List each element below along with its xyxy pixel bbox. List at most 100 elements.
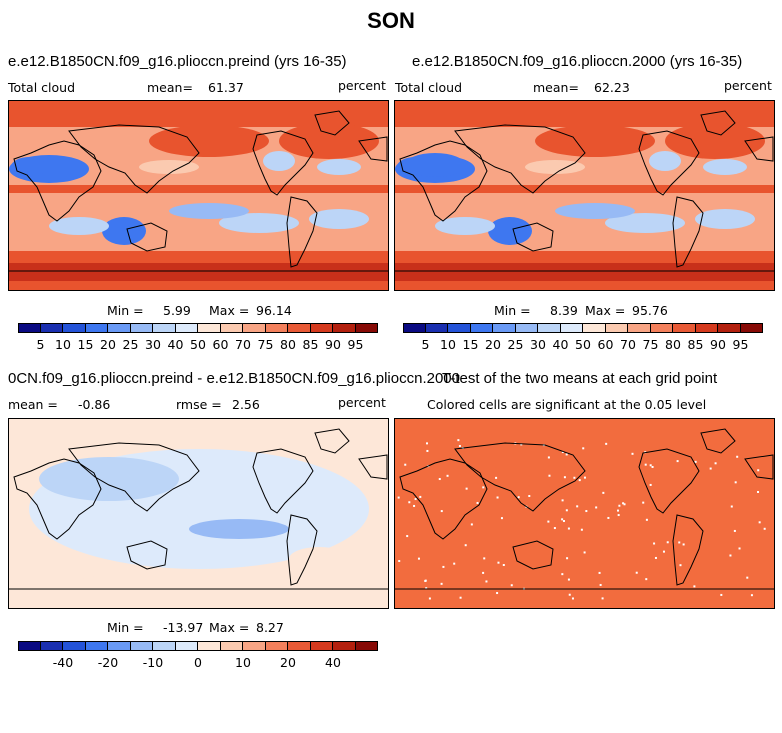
field-west-pacific bbox=[139, 160, 199, 174]
panel2-map bbox=[394, 100, 775, 291]
colorbar-swatch bbox=[583, 323, 606, 333]
panel3-title: 0CN.f09_g16.plioccn.preind - e.e12.B1850… bbox=[8, 370, 460, 387]
colorbar-tick-label: 40 bbox=[325, 655, 341, 670]
coastline bbox=[700, 110, 736, 136]
non-significant-cell bbox=[424, 579, 427, 582]
colorbar-swatch bbox=[130, 641, 153, 651]
non-significant-cell bbox=[694, 460, 697, 463]
non-significant-cell bbox=[662, 550, 665, 553]
colorbar-tick-label: 80 bbox=[280, 337, 296, 352]
coastline bbox=[126, 540, 168, 570]
field-australia bbox=[488, 217, 532, 245]
panel4-title: T-test of the two means at each grid poi… bbox=[442, 370, 718, 387]
non-significant-cell bbox=[562, 520, 565, 523]
non-significant-cell bbox=[438, 478, 441, 481]
colorbar-swatch bbox=[63, 323, 86, 333]
coastline bbox=[358, 454, 388, 480]
colorbar-tick-label: 70 bbox=[620, 337, 636, 352]
coastline bbox=[454, 124, 586, 194]
non-significant-cell bbox=[567, 527, 570, 530]
non-significant-cell bbox=[617, 509, 620, 512]
non-significant-cell bbox=[714, 462, 717, 465]
field-north-atlantic bbox=[279, 123, 379, 159]
colorbar-swatch bbox=[175, 641, 198, 651]
colorbar-tick-label: 10 bbox=[55, 337, 71, 352]
non-significant-cell bbox=[465, 487, 468, 490]
coastline bbox=[399, 140, 488, 222]
colorbar-swatch bbox=[108, 641, 131, 651]
non-significant-cell bbox=[565, 453, 568, 456]
coastline bbox=[126, 222, 168, 252]
non-significant-cell bbox=[654, 556, 657, 559]
panel1-min-value: 5.99 bbox=[163, 303, 191, 318]
panel3-max-label: Max = bbox=[209, 620, 250, 635]
panel3-mean-value: -0.86 bbox=[78, 397, 111, 412]
non-significant-cell bbox=[585, 510, 588, 513]
field-atlantic-dry bbox=[703, 159, 747, 175]
diff-positive-patch bbox=[289, 547, 349, 571]
non-significant-cell bbox=[502, 564, 505, 567]
panel3-min-value: -13.97 bbox=[163, 620, 204, 635]
colorbar-tick-label: 5 bbox=[36, 337, 45, 352]
non-significant-cell bbox=[510, 584, 513, 587]
panel2-max-value: 95.76 bbox=[632, 303, 668, 318]
panel1-title: e.e12.B1850CN.f09_g16.plioccn.preind (yr… bbox=[8, 53, 347, 70]
non-significant-cell bbox=[458, 444, 461, 447]
non-significant-cell bbox=[548, 474, 551, 477]
non-significant-cell bbox=[413, 504, 416, 507]
non-significant-cell bbox=[631, 452, 634, 455]
non-significant-cell bbox=[496, 496, 499, 499]
diff-negative-pacific bbox=[189, 519, 289, 539]
colorbar-tick-label: 85 bbox=[302, 337, 319, 352]
non-significant-cell bbox=[457, 439, 460, 442]
coastline bbox=[286, 196, 318, 268]
non-significant-cell bbox=[757, 490, 760, 493]
coastline bbox=[13, 458, 102, 540]
non-significant-cell bbox=[414, 498, 417, 501]
coastline bbox=[314, 110, 350, 136]
non-significant-cell bbox=[485, 580, 488, 583]
colorbar-tick-label: 85 bbox=[687, 337, 704, 352]
non-significant-cell bbox=[618, 504, 621, 507]
non-significant-cell bbox=[553, 527, 556, 530]
colorbar-tick-label: 15 bbox=[462, 337, 479, 352]
colorbar-tick-label: 40 bbox=[167, 337, 184, 352]
colorbar-tick-label: 25 bbox=[507, 337, 524, 352]
colorbar-tick-label: 60 bbox=[212, 337, 229, 352]
colorbar-tick-label: 75 bbox=[642, 337, 659, 352]
non-significant-cell bbox=[547, 520, 550, 523]
colorbar-swatch bbox=[85, 323, 108, 333]
colorbar-tick-label: 20 bbox=[280, 655, 296, 670]
panel2-min-label: Min = bbox=[494, 303, 531, 318]
panel1-min-label: Min = bbox=[107, 303, 144, 318]
non-significant-cell bbox=[576, 505, 579, 508]
panel3-max-value: 8.27 bbox=[256, 620, 284, 635]
non-significant-cell bbox=[644, 463, 647, 466]
non-significant-cell bbox=[736, 455, 739, 458]
non-significant-cell bbox=[649, 464, 652, 467]
colorbar-tick-label: 15 bbox=[77, 337, 94, 352]
colorbar-swatch bbox=[198, 323, 221, 333]
colorbar-swatch bbox=[153, 323, 176, 333]
field-indian bbox=[49, 217, 109, 235]
panel1-units: percent bbox=[338, 78, 386, 93]
panel3-min-label: Min = bbox=[107, 620, 144, 635]
field-atlantic-dry bbox=[317, 159, 361, 175]
panel3-rmse-value: 2.56 bbox=[232, 397, 260, 412]
panel1-max-value: 96.14 bbox=[256, 303, 292, 318]
figure-title: SON bbox=[367, 8, 415, 33]
colorbar-tick-label: 50 bbox=[575, 337, 591, 352]
field-band-north bbox=[9, 101, 388, 127]
colorbar-frame bbox=[18, 323, 378, 333]
colorbar-frame bbox=[403, 323, 763, 333]
non-significant-cell bbox=[599, 583, 602, 586]
non-significant-cell bbox=[571, 597, 574, 600]
non-significant-cell bbox=[495, 476, 498, 479]
non-significant-cell bbox=[622, 502, 625, 505]
non-significant-cell bbox=[517, 496, 520, 499]
field-west-pacific bbox=[525, 160, 585, 174]
non-significant-cell bbox=[582, 447, 585, 450]
colorbar-swatch bbox=[333, 641, 356, 651]
colorbar-tick-label: 40 bbox=[552, 337, 569, 352]
non-significant-cell bbox=[408, 501, 411, 504]
